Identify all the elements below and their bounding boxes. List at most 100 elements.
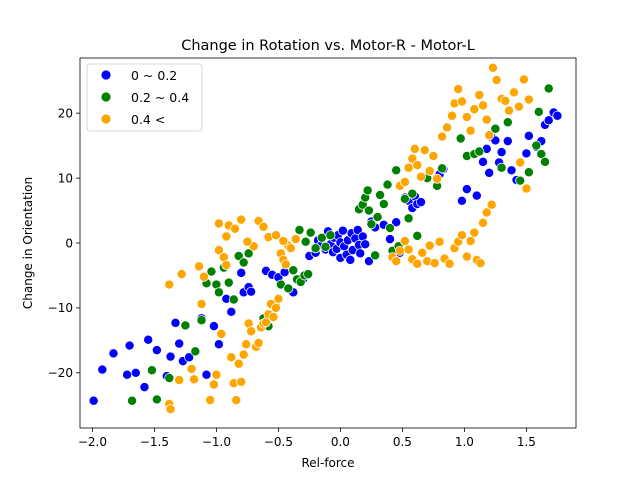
legend-label-high: 0.4 < xyxy=(131,112,165,127)
point-series0-21 xyxy=(236,267,247,278)
point-series0-4 xyxy=(124,340,135,351)
point-series2-76 xyxy=(478,217,488,228)
point-series2-88 xyxy=(428,151,439,161)
y-tick-label: 10 xyxy=(58,171,73,185)
legend: 0 ~ 0.2 0.2 ~ 0.4 0.4 < xyxy=(86,63,203,132)
point-series0-5 xyxy=(130,367,141,378)
point-series1-62 xyxy=(502,117,513,128)
point-series0-73 xyxy=(461,184,472,195)
point-series1-0 xyxy=(127,395,138,406)
point-series1-38 xyxy=(363,205,374,216)
point-series0-16 xyxy=(201,369,212,380)
point-series1-10 xyxy=(213,287,224,298)
point-series2-11 xyxy=(208,379,219,390)
x-axis-label: Rel-force xyxy=(301,456,354,470)
point-series1-3 xyxy=(164,373,175,383)
point-series2-65 xyxy=(434,236,445,247)
point-series1-44 xyxy=(382,179,393,190)
point-series2-24 xyxy=(241,339,252,350)
point-series2-87 xyxy=(424,165,435,176)
point-series2-12 xyxy=(211,369,222,380)
point-series1-15 xyxy=(238,257,249,268)
point-series2-57 xyxy=(399,236,410,247)
point-series2-20 xyxy=(231,395,242,406)
point-series0-54 xyxy=(355,248,366,259)
point-series0-69 xyxy=(416,197,426,208)
point-series0-72 xyxy=(456,195,467,206)
point-series0-8 xyxy=(151,345,162,356)
point-series1-12 xyxy=(223,277,234,288)
legend-marker-green xyxy=(100,91,112,103)
point-series2-101 xyxy=(481,114,492,125)
point-series0-20 xyxy=(226,306,237,317)
point-series1-5 xyxy=(190,346,201,357)
point-series0-61 xyxy=(385,234,395,245)
point-series2-86 xyxy=(419,145,430,156)
point-series2-97 xyxy=(465,125,476,136)
point-series1-64 xyxy=(523,167,534,178)
point-series2-98 xyxy=(469,104,480,115)
point-series2-7 xyxy=(194,261,205,272)
point-series0-56 xyxy=(360,239,371,250)
x-tick-label: 0.0 xyxy=(331,435,350,449)
point-series0-44 xyxy=(337,225,348,236)
point-series2-26 xyxy=(246,326,257,337)
legend-marker-blue xyxy=(100,69,112,81)
y-tick-label: −10 xyxy=(48,301,73,315)
point-series1-50 xyxy=(403,213,414,224)
x-tick-label: −2.0 xyxy=(78,435,107,449)
point-series2-109 xyxy=(513,101,524,112)
legend-label-mid: 0.2 ~ 0.4 xyxy=(131,90,189,105)
point-series2-44 xyxy=(230,223,240,234)
point-series1-30 xyxy=(310,243,321,254)
point-series1-21 xyxy=(283,283,294,294)
point-series2-10 xyxy=(205,395,216,406)
x-tick-label: 1.0 xyxy=(455,435,474,449)
point-series1-42 xyxy=(375,189,386,200)
point-series2-23 xyxy=(238,349,249,360)
point-series2-77 xyxy=(481,207,492,218)
point-series0-24 xyxy=(246,286,257,297)
point-series1-43 xyxy=(378,199,389,210)
point-series2-81 xyxy=(403,162,414,173)
point-series0-11 xyxy=(170,317,181,328)
point-series0-17 xyxy=(208,321,219,332)
y-axis-ticks: −20 −10 0 10 20 xyxy=(48,106,80,380)
legend-label-low: 0 ~ 0.2 xyxy=(131,68,177,83)
point-series2-71 xyxy=(461,251,472,262)
x-tick-label: −0.5 xyxy=(264,435,293,449)
point-series2-46 xyxy=(242,236,253,247)
point-series1-55 xyxy=(437,163,448,174)
point-series0-18 xyxy=(213,339,224,350)
point-series2-21 xyxy=(233,358,244,369)
point-series1-22 xyxy=(288,265,299,276)
x-tick-label: 0.5 xyxy=(393,435,412,449)
x-tick-label: −1.0 xyxy=(202,435,231,449)
point-series1-61 xyxy=(496,162,507,173)
point-series2-113 xyxy=(515,157,526,168)
point-series2-55 xyxy=(391,256,402,267)
point-series2-96 xyxy=(461,112,472,123)
point-series0-48 xyxy=(345,254,356,265)
point-series2-61 xyxy=(417,247,428,258)
point-series2-18 xyxy=(226,352,237,363)
point-series2-72 xyxy=(465,236,476,247)
point-series1-8 xyxy=(206,266,217,277)
point-series0-74 xyxy=(471,190,482,201)
point-series0-81 xyxy=(496,147,507,158)
point-series1-26 xyxy=(303,269,314,280)
point-series2-60 xyxy=(412,258,423,269)
point-series1-59 xyxy=(474,146,485,157)
point-series2-85 xyxy=(416,171,426,182)
point-series2-6 xyxy=(189,374,200,385)
point-series1-51 xyxy=(407,188,418,199)
point-series0-92 xyxy=(552,110,563,121)
point-series1-52 xyxy=(412,230,423,241)
point-series1-60 xyxy=(490,123,501,134)
point-series1-41 xyxy=(372,212,383,223)
point-series0-12 xyxy=(174,338,185,349)
point-series1-45 xyxy=(385,223,395,234)
point-series1-65 xyxy=(531,140,542,151)
point-series0-77 xyxy=(484,167,495,178)
